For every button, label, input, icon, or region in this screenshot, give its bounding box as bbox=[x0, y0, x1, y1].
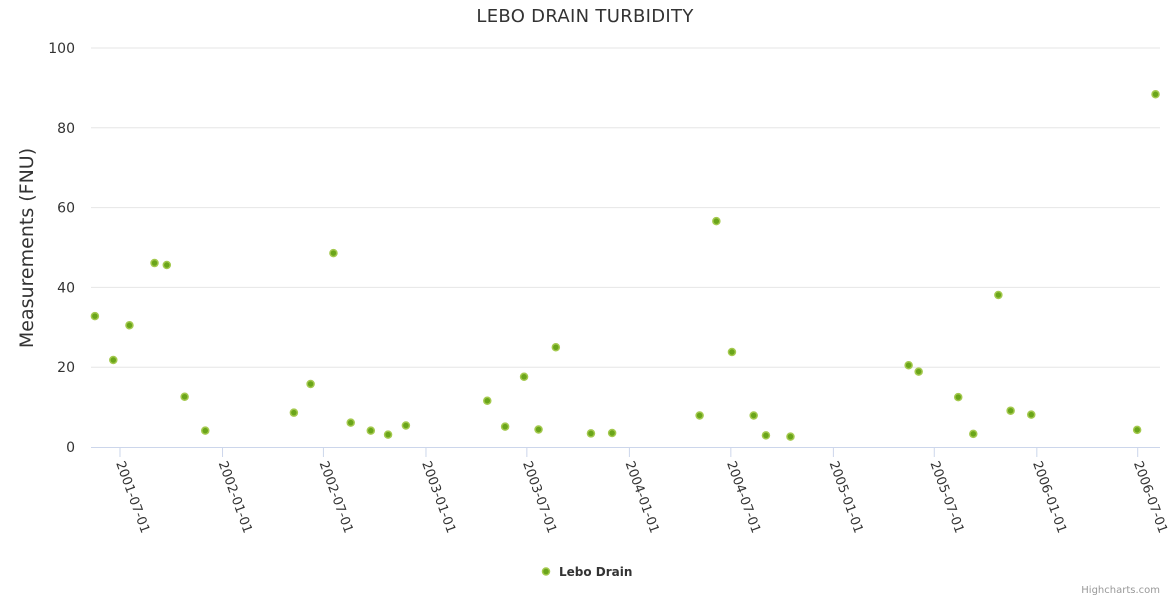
data-point[interactable] bbox=[1132, 425, 1142, 435]
y-tick-label: 40 bbox=[57, 280, 75, 296]
data-point[interactable] bbox=[366, 426, 376, 435]
credits-link[interactable]: Highcharts.com bbox=[1081, 585, 1160, 596]
data-point[interactable] bbox=[346, 418, 355, 427]
data-point[interactable] bbox=[712, 216, 721, 226]
data-point[interactable] bbox=[534, 425, 543, 434]
data-point[interactable] bbox=[150, 258, 159, 268]
legend-marker-icon bbox=[541, 567, 551, 576]
data-point[interactable] bbox=[1151, 90, 1160, 99]
y-tick-label: 60 bbox=[57, 201, 75, 217]
data-point[interactable] bbox=[401, 421, 411, 430]
data-point[interactable] bbox=[914, 367, 923, 376]
data-point[interactable] bbox=[201, 426, 210, 435]
x-tick-label: 2002-07-01 bbox=[316, 459, 356, 535]
data-point[interactable] bbox=[125, 321, 134, 330]
data-point[interactable] bbox=[180, 392, 189, 401]
x-tick-label: 2002-01-01 bbox=[215, 459, 255, 535]
data-point[interactable] bbox=[994, 290, 1003, 300]
x-tick-label: 2005-07-01 bbox=[927, 459, 967, 535]
data-point[interactable] bbox=[695, 411, 704, 420]
data-point[interactable] bbox=[383, 430, 393, 439]
data-point[interactable] bbox=[90, 311, 100, 321]
data-point[interactable] bbox=[727, 347, 737, 357]
y-tick-label: 0 bbox=[66, 440, 75, 456]
x-axis-ticks: 2001-07-01 2002-01-01 2002-07-01 2003-01-01… bbox=[112, 447, 1170, 535]
legend[interactable]: Lebo Drain bbox=[541, 565, 633, 579]
data-point[interactable] bbox=[1027, 410, 1036, 419]
grid-lines bbox=[91, 47, 1160, 368]
data-point[interactable] bbox=[607, 428, 617, 438]
data-point[interactable] bbox=[109, 355, 118, 365]
x-tick-label: 2006-01-01 bbox=[1029, 459, 1069, 535]
x-tick-label: 2004-01-01 bbox=[622, 459, 662, 535]
data-point[interactable] bbox=[953, 392, 963, 402]
x-tick-label: 2006-07-01 bbox=[1130, 459, 1170, 535]
y-axis-ticks: 0 20 40 60 80 100 bbox=[48, 41, 75, 456]
data-point[interactable] bbox=[551, 343, 561, 352]
data-point[interactable] bbox=[329, 248, 338, 258]
x-tick-label: 2003-01-01 bbox=[418, 459, 458, 535]
data-point[interactable] bbox=[162, 260, 172, 270]
x-tick-label: 2003-07-01 bbox=[519, 459, 559, 535]
chart-title: LEBO DRAIN TURBIDITY bbox=[476, 6, 694, 27]
x-tick-label: 2001-07-01 bbox=[112, 459, 152, 535]
data-point[interactable] bbox=[786, 432, 795, 441]
y-axis-label: Measurements (FNU) bbox=[16, 148, 38, 348]
data-point[interactable] bbox=[749, 411, 758, 420]
data-point[interactable] bbox=[904, 360, 913, 370]
y-tick-label: 20 bbox=[57, 360, 75, 376]
data-point[interactable] bbox=[969, 429, 978, 439]
data-point[interactable] bbox=[306, 379, 315, 389]
data-point[interactable] bbox=[500, 422, 510, 431]
data-point[interactable] bbox=[761, 431, 771, 440]
x-tick-label: 2004-07-01 bbox=[723, 459, 763, 535]
data-point[interactable] bbox=[1006, 406, 1015, 415]
data-points bbox=[90, 90, 1160, 441]
y-tick-label: 80 bbox=[57, 121, 75, 137]
y-tick-label: 100 bbox=[48, 41, 75, 57]
data-point[interactable] bbox=[519, 372, 529, 382]
data-point[interactable] bbox=[289, 408, 299, 417]
x-tick-label: 2005-01-01 bbox=[826, 459, 866, 535]
data-point[interactable] bbox=[586, 429, 596, 438]
data-point[interactable] bbox=[483, 396, 492, 405]
legend-label[interactable]: Lebo Drain bbox=[559, 565, 632, 579]
